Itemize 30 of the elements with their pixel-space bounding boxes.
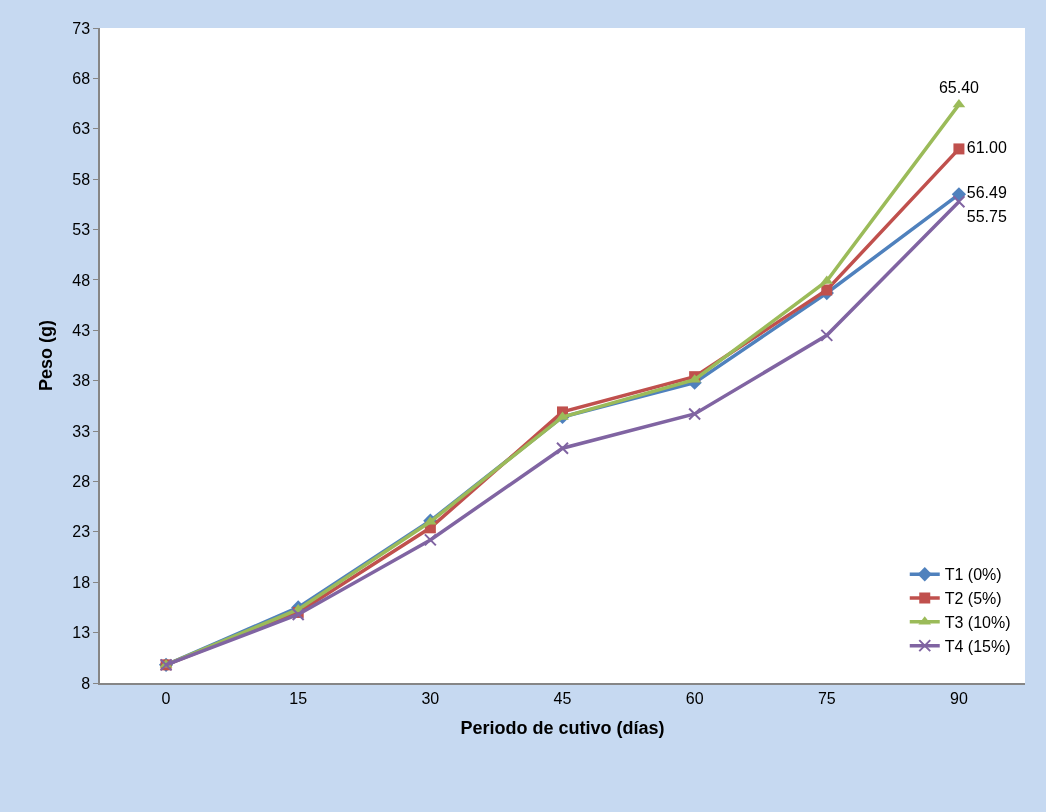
y-tick-label: 18 (72, 573, 91, 591)
y-tick-label: 28 (72, 473, 91, 491)
legend-label: T4 (15%) (944, 637, 1011, 655)
y-tick-label: 53 (72, 221, 91, 239)
y-tick-label: 58 (72, 170, 91, 188)
data-label: 56.49 (966, 184, 1007, 202)
legend-label: T2 (5%) (944, 590, 1002, 608)
y-tick-label: 23 (72, 523, 91, 541)
y-tick-label: 63 (72, 120, 91, 138)
x-tick-label: 75 (817, 689, 836, 707)
legend-label: T3 (10%) (944, 614, 1011, 632)
x-tick-label: 60 (685, 689, 704, 707)
y-tick-label: 48 (72, 271, 91, 289)
x-tick-label: 30 (421, 689, 440, 707)
data-label: 61.00 (966, 138, 1007, 156)
x-tick-label: 45 (553, 689, 572, 707)
y-tick-label: 73 (72, 19, 91, 37)
y-tick-label: 38 (72, 372, 91, 390)
y-tick-label: 13 (72, 624, 91, 642)
data-label: 65.40 (938, 78, 980, 96)
x-axis-title: Periodo de cutivo (días) (460, 717, 665, 738)
x-tick-label: 90 (950, 689, 968, 707)
y-tick-label: 68 (72, 69, 91, 87)
y-tick-label: 8 (81, 674, 91, 692)
data-label: 55.75 (966, 207, 1007, 225)
y-axis-title: Peso (g) (35, 319, 56, 392)
x-tick-label: 15 (289, 689, 308, 707)
y-tick-label: 33 (72, 422, 91, 440)
y-tick-label: 43 (72, 321, 91, 339)
x-tick-label: 0 (161, 689, 171, 707)
